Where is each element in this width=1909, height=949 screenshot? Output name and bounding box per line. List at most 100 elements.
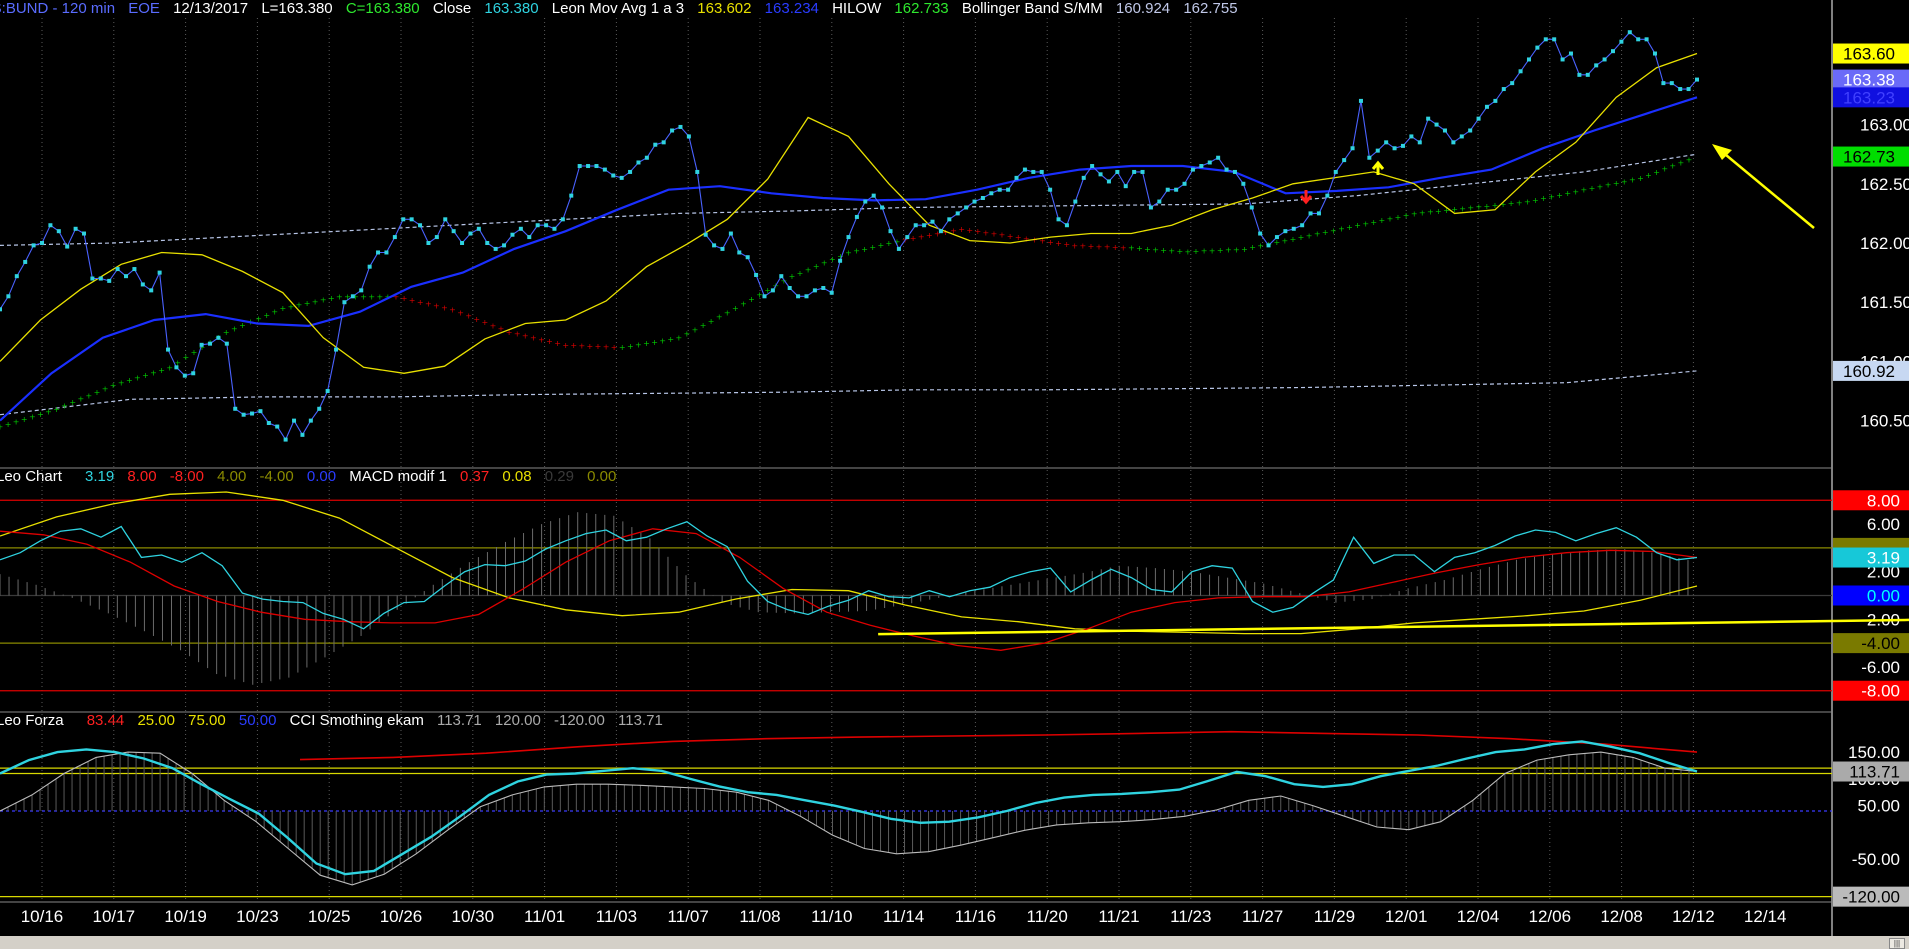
bollinger-mid-line [0, 153, 1698, 246]
horizontal-scrollbar[interactable]: ||| [0, 936, 1909, 949]
hilow-marker: + [53, 405, 60, 414]
close-point [1132, 169, 1137, 174]
close-point [1602, 57, 1607, 62]
hilow-marker: + [174, 358, 181, 367]
buy-arrow-icon [1371, 160, 1385, 175]
hilow-marker: + [1532, 196, 1539, 205]
close-point [1064, 223, 1069, 228]
close-point [1123, 184, 1128, 189]
close-point [1577, 72, 1582, 77]
date-label: 11/14 [883, 907, 924, 926]
close-point [1249, 205, 1254, 210]
leon-value-2: 163.234 [764, 0, 819, 17]
hilow-marker: + [797, 269, 804, 278]
hilow-marker: + [1475, 203, 1482, 212]
close-point [838, 258, 843, 263]
close-point [997, 187, 1002, 192]
close-point [23, 259, 28, 264]
close-point [728, 231, 733, 236]
close-point [1115, 169, 1120, 174]
close-point [350, 294, 355, 299]
hilow-marker: + [385, 292, 392, 301]
hilow-marker: + [1249, 243, 1256, 252]
close-label: Close [432, 0, 472, 17]
hilow-marker: + [1273, 238, 1280, 247]
oscillator-tick-label: -6.00 [1861, 658, 1900, 677]
date-label: 12/08 [1600, 907, 1643, 926]
close-point [1627, 30, 1632, 35]
hilow-marker: + [166, 363, 173, 372]
hilow-marker: + [279, 304, 286, 313]
date-label: 11/27 [1242, 907, 1283, 926]
close-point [1459, 134, 1464, 139]
hilow-marker: + [417, 298, 424, 307]
close-point [1392, 146, 1397, 151]
hilow-marker: + [1548, 192, 1555, 201]
close-point [1493, 98, 1498, 103]
hilow-marker: + [1257, 242, 1264, 251]
close-point [1031, 169, 1036, 174]
hilow-marker: + [1669, 162, 1676, 171]
close-point [569, 193, 574, 198]
scrollbar-thumb[interactable]: ||| [1889, 938, 1905, 949]
close-point [1098, 172, 1103, 177]
hilow-marker: + [684, 330, 691, 339]
close-point [1006, 187, 1011, 192]
date-label: 11/23 [1170, 907, 1211, 926]
hilow-marker: + [69, 398, 76, 407]
hilow-marker: + [1079, 242, 1086, 251]
hilow-marker: + [716, 313, 723, 322]
close-point [1535, 45, 1540, 50]
close-point [821, 286, 826, 290]
close-point [1022, 167, 1027, 172]
price-tick-label: 162.00 [1860, 234, 1909, 253]
close-point [0, 307, 2, 312]
hilow-marker: + [595, 342, 602, 351]
hilow-marker: + [1193, 247, 1200, 256]
hilow-marker: + [1047, 238, 1054, 247]
close-point [880, 205, 885, 210]
hilow-marker: + [1176, 247, 1183, 256]
close-point [1510, 81, 1515, 86]
close-value: 163.380 [484, 0, 539, 17]
hilow-marker: + [1128, 244, 1135, 253]
close-point [241, 412, 246, 417]
close-point [913, 223, 918, 228]
close-point [208, 341, 213, 346]
hilow-marker: + [449, 305, 456, 314]
price-value-badge [1833, 87, 1909, 108]
hilow-marker: + [1362, 220, 1369, 229]
close-point [266, 421, 271, 425]
close-point [1468, 128, 1473, 133]
date-label: 12/01 [1385, 907, 1428, 926]
close-point [233, 406, 238, 411]
hilow-marker: + [1104, 243, 1111, 252]
oscillator-value-badge-label: 0.00 [1867, 587, 1900, 606]
leo-forza-line [0, 740, 1698, 876]
hilow-marker: + [360, 292, 367, 301]
close-point [1552, 37, 1557, 42]
close-point [678, 124, 683, 129]
price-pane-header: GS:BUND - 120 min EOE 12/13/2017 L=163.3… [0, 0, 1247, 17]
close-point [796, 294, 801, 299]
cci-value-1: 113.71 [436, 712, 482, 729]
hilow-marker: + [1378, 216, 1385, 225]
leo-forza-label: Leo Forza [0, 712, 64, 729]
close-point [493, 246, 498, 251]
close-point [560, 217, 565, 222]
hilow-marker: + [1581, 186, 1588, 195]
close-point [334, 347, 339, 352]
forza-value: 83.44 [86, 712, 125, 729]
hilow-marker: + [1613, 179, 1620, 188]
hilow-marker: + [546, 337, 553, 346]
close-point [1350, 146, 1355, 151]
price-tick-label: 160.50 [1860, 412, 1909, 431]
mid-upper-value: 4.00 [217, 468, 247, 485]
leo-chart-label: Leo Chart [0, 468, 62, 485]
hilow-marker: + [966, 226, 973, 235]
close-point [1442, 128, 1447, 133]
close-point [644, 155, 649, 160]
close-point [115, 267, 120, 272]
close-point [1434, 122, 1439, 127]
